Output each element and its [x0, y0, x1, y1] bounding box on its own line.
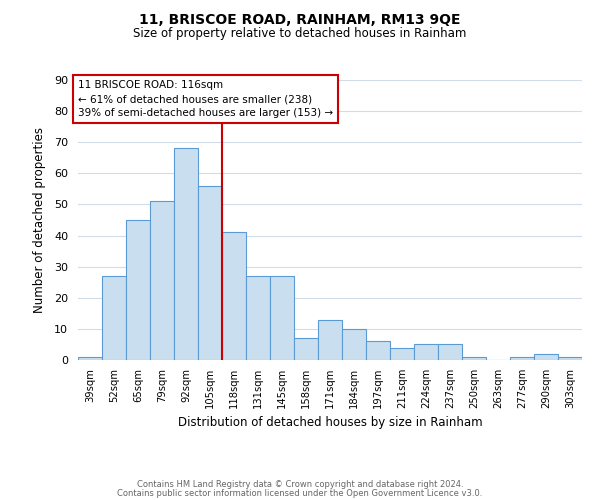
Bar [414, 344, 438, 360]
Bar [294, 338, 318, 360]
Y-axis label: Number of detached properties: Number of detached properties [33, 127, 46, 313]
Bar [366, 342, 390, 360]
Bar [150, 202, 174, 360]
Bar [102, 276, 126, 360]
Text: 11, BRISCOE ROAD, RAINHAM, RM13 9QE: 11, BRISCOE ROAD, RAINHAM, RM13 9QE [139, 12, 461, 26]
Bar [198, 186, 222, 360]
Bar [78, 357, 102, 360]
Bar [174, 148, 198, 360]
Bar [510, 357, 534, 360]
Text: Contains public sector information licensed under the Open Government Licence v3: Contains public sector information licen… [118, 488, 482, 498]
Bar [462, 357, 486, 360]
Bar [342, 329, 366, 360]
Bar [558, 357, 582, 360]
Bar [270, 276, 294, 360]
Bar [438, 344, 462, 360]
Bar [318, 320, 342, 360]
Bar [126, 220, 150, 360]
Text: Contains HM Land Registry data © Crown copyright and database right 2024.: Contains HM Land Registry data © Crown c… [137, 480, 463, 489]
X-axis label: Distribution of detached houses by size in Rainham: Distribution of detached houses by size … [178, 416, 482, 430]
Bar [246, 276, 270, 360]
Text: Size of property relative to detached houses in Rainham: Size of property relative to detached ho… [133, 28, 467, 40]
Bar [390, 348, 414, 360]
Bar [534, 354, 558, 360]
Bar [222, 232, 246, 360]
Text: 11 BRISCOE ROAD: 116sqm
← 61% of detached houses are smaller (238)
39% of semi-d: 11 BRISCOE ROAD: 116sqm ← 61% of detache… [78, 80, 333, 118]
